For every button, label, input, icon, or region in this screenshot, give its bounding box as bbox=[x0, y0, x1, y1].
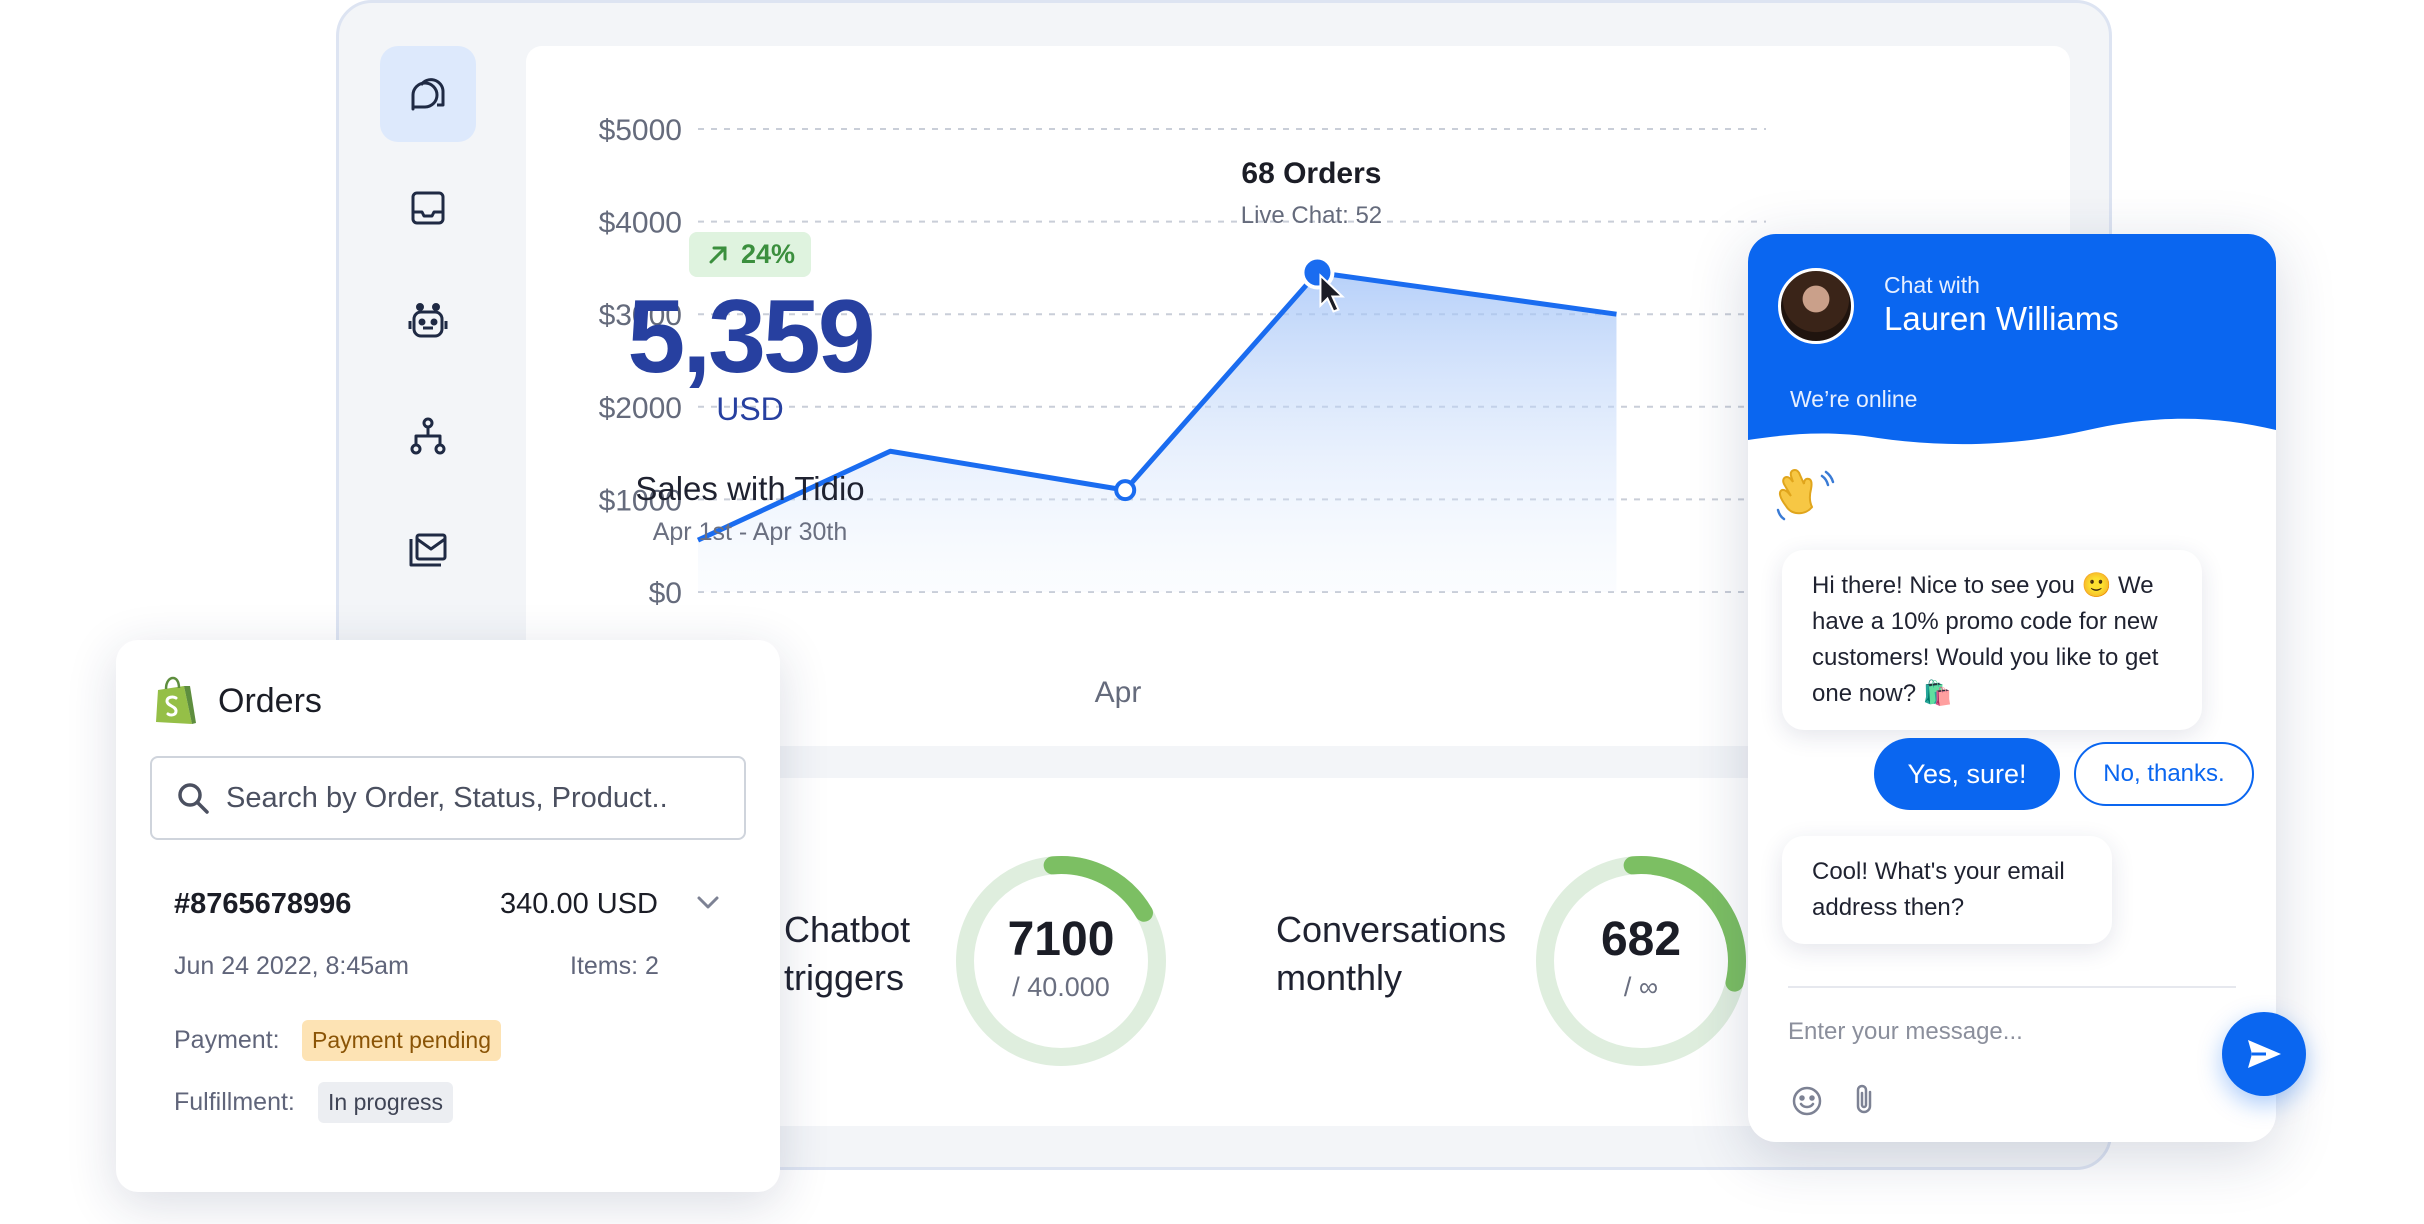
stat-value: 7100 bbox=[1007, 913, 1115, 966]
x-tick-label: Apr bbox=[1095, 676, 1142, 709]
stat-label-line: Conversations bbox=[1276, 909, 1507, 950]
waving-hand-icon bbox=[1776, 468, 1835, 521]
sales-chart: $0 $1000 $2000 $3000 $4000 $5000 68 Orders Live… bbox=[599, 114, 1766, 709]
y-tick-label: $2000 bbox=[599, 392, 682, 425]
email-icon bbox=[409, 533, 447, 567]
stat-label-line: triggers bbox=[784, 957, 905, 998]
attachment-icon[interactable] bbox=[1848, 1082, 1882, 1118]
sidebar-item-inbox[interactable] bbox=[380, 160, 476, 256]
y-tick-label: $0 bbox=[649, 577, 682, 610]
payment-status-badge: Payment pending bbox=[302, 1020, 502, 1061]
order-amount: 340.00 USD bbox=[500, 888, 658, 920]
order-id[interactable]: #8765678996 bbox=[174, 888, 352, 920]
orders-search[interactable] bbox=[150, 756, 746, 840]
tooltip-title: 68 Orders bbox=[1241, 157, 1381, 190]
sidebar-item-email[interactable] bbox=[380, 502, 476, 598]
agent-message: Hi there! Nice to see you 🙂 We have a 10… bbox=[1782, 550, 2202, 730]
sidebar-item-flows[interactable] bbox=[380, 388, 476, 484]
agent-message: Cool! What's your email address then? bbox=[1782, 836, 2112, 944]
chat-widget: Chat with Lauren Williams We’re online H… bbox=[1748, 234, 2276, 1142]
chatbot-triggers-value: 7100 / 40.000 bbox=[950, 916, 1172, 1003]
growth-badge: 24% bbox=[688, 232, 812, 277]
reply-no-button[interactable]: No, thanks. bbox=[2074, 742, 2254, 806]
chatbot-triggers-ring bbox=[956, 856, 1166, 1066]
orders-card: Orders #8765678996 340.00 USD Jun 24 202… bbox=[116, 640, 780, 1192]
cursor-icon bbox=[1319, 273, 1345, 313]
agent-avatar bbox=[1778, 268, 1854, 344]
chevron-down-icon[interactable] bbox=[690, 884, 726, 920]
orders-title: Orders bbox=[218, 681, 322, 720]
search-icon bbox=[178, 783, 209, 814]
tooltip-subtitle: Live Chat: 52 bbox=[1241, 202, 1382, 229]
online-status: We’re online bbox=[1790, 386, 1918, 412]
chat-message-input[interactable] bbox=[1788, 1018, 2168, 1046]
sales-title: Sales with Tidio bbox=[635, 470, 865, 507]
growth-value: 24% bbox=[740, 239, 796, 269]
sidebar-item-conversations[interactable] bbox=[380, 46, 476, 142]
sales-unit: USD bbox=[716, 391, 784, 427]
payment-label: Payment: bbox=[174, 1026, 280, 1054]
shopify-bag-icon bbox=[156, 676, 196, 724]
chat-header: Chat with Lauren Williams We’re online bbox=[1748, 234, 2276, 464]
conversations-monthly-ring bbox=[1536, 856, 1746, 1066]
stat-label-line: Chatbot bbox=[784, 909, 911, 950]
stat-limit: / ∞ bbox=[1623, 972, 1659, 1002]
chat-with-label: Chat with bbox=[1884, 272, 1980, 298]
conversations-icon bbox=[411, 78, 445, 111]
bot-icon bbox=[408, 303, 448, 338]
stat-value: 682 bbox=[1600, 913, 1682, 966]
flows-icon bbox=[410, 417, 446, 455]
y-tick-label: $3000 bbox=[599, 299, 682, 332]
orders-search-input[interactable] bbox=[226, 781, 726, 815]
y-tick-label: $1000 bbox=[599, 484, 682, 517]
sales-date-range: Apr 1st - Apr 30th bbox=[652, 518, 848, 546]
area-fill bbox=[698, 272, 1617, 592]
chat-header-background bbox=[1748, 234, 2276, 445]
fulfillment-label: Fulfillment: bbox=[174, 1088, 295, 1116]
conversations-monthly-label: Conversations monthly bbox=[1276, 906, 1506, 1002]
reply-yes-button[interactable]: Yes, sure! bbox=[1874, 738, 2060, 810]
sales-kpi: 24% 5,359 USD Sales with Tidio Apr 1st -… bbox=[560, 232, 940, 547]
ring-progress bbox=[956, 856, 1166, 1066]
stat-label-line: monthly bbox=[1276, 957, 1403, 998]
conversations-monthly-value: 682 / ∞ bbox=[1530, 916, 1752, 1003]
orders-header: Orders bbox=[152, 676, 322, 726]
send-icon bbox=[2248, 1040, 2281, 1068]
trend-up-icon bbox=[709, 246, 727, 263]
sidebar bbox=[380, 46, 476, 616]
fulfillment-status-badge: In progress bbox=[318, 1082, 454, 1123]
agent-name: Lauren Williams bbox=[1884, 300, 2119, 337]
order-items: Items: 2 bbox=[570, 952, 659, 980]
order-date: Jun 24 2022, 8:45am bbox=[174, 952, 409, 980]
chat-divider bbox=[1788, 986, 2236, 988]
data-point bbox=[1114, 479, 1137, 502]
inbox-icon bbox=[411, 191, 445, 225]
chatbot-triggers-label: Chatbot triggers bbox=[784, 906, 910, 1002]
emoji-icon[interactable] bbox=[1790, 1084, 1824, 1118]
send-button[interactable] bbox=[2222, 1012, 2306, 1096]
stat-limit: / 40.000 bbox=[1012, 972, 1110, 1002]
y-tick-label: $5000 bbox=[599, 114, 682, 147]
sidebar-item-bots[interactable] bbox=[380, 274, 476, 370]
ring-progress bbox=[1536, 856, 1746, 1066]
sales-value: 5,359 bbox=[627, 279, 875, 395]
y-tick-label: $4000 bbox=[599, 207, 682, 240]
